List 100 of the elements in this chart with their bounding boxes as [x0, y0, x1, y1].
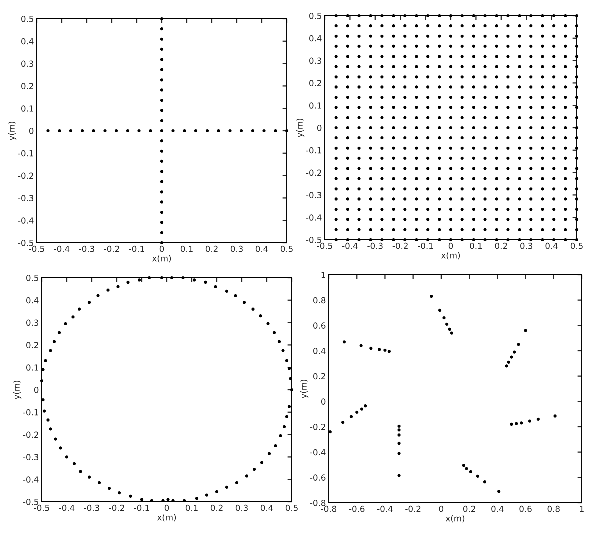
point	[484, 167, 487, 170]
point	[426, 136, 430, 140]
point	[530, 106, 533, 110]
point	[358, 76, 361, 79]
point	[541, 198, 544, 201]
point	[449, 156, 453, 160]
point	[495, 126, 498, 130]
point	[334, 34, 338, 38]
point	[404, 238, 407, 242]
point	[369, 65, 372, 68]
point	[460, 146, 464, 150]
point	[415, 228, 418, 232]
point	[460, 76, 464, 79]
point	[334, 96, 338, 100]
point	[541, 86, 544, 89]
point	[404, 44, 407, 48]
point	[426, 126, 430, 130]
point	[426, 218, 430, 222]
point	[438, 116, 442, 120]
point	[160, 109, 164, 112]
x-axis-title: x(m)	[157, 514, 176, 522]
point	[346, 177, 350, 180]
x-tick-label: 0.4	[546, 242, 558, 250]
point	[369, 238, 372, 242]
point	[460, 208, 464, 212]
y-tick-label: -0.4	[310, 449, 326, 456]
point	[358, 228, 361, 232]
point	[495, 156, 498, 160]
point	[334, 126, 338, 130]
point	[564, 156, 568, 160]
point	[518, 116, 522, 120]
point	[449, 136, 453, 140]
point	[564, 96, 568, 100]
point	[426, 55, 430, 58]
point	[506, 24, 510, 28]
point	[426, 24, 430, 28]
point	[506, 106, 510, 110]
point	[206, 129, 210, 133]
point	[358, 188, 361, 191]
point	[552, 228, 556, 232]
point	[404, 167, 407, 170]
point	[472, 55, 476, 58]
point	[575, 228, 579, 232]
y-tick-label: -0.4	[306, 214, 322, 221]
x-tick-label: 0.1	[470, 242, 482, 250]
point	[369, 198, 372, 201]
point	[369, 55, 372, 58]
point	[380, 198, 384, 201]
point	[518, 167, 522, 170]
point	[524, 329, 528, 332]
y-tick-label: -0.5	[23, 498, 38, 506]
point	[552, 208, 556, 212]
point	[426, 156, 430, 160]
point	[518, 76, 522, 79]
point	[415, 44, 418, 48]
point	[460, 34, 464, 38]
point	[449, 44, 453, 48]
point	[506, 218, 510, 222]
point	[530, 65, 533, 68]
point	[392, 167, 396, 170]
point	[160, 221, 164, 224]
point	[380, 96, 384, 100]
point	[378, 348, 382, 352]
point	[415, 177, 418, 180]
point	[449, 34, 453, 38]
point	[484, 146, 487, 150]
point	[380, 24, 384, 28]
point	[564, 76, 568, 79]
x-tick-label: 0.1	[180, 246, 193, 252]
point	[380, 167, 384, 170]
point	[404, 188, 407, 191]
point	[460, 198, 464, 201]
point	[506, 86, 510, 89]
point	[484, 24, 487, 28]
point	[484, 238, 487, 242]
point	[46, 129, 50, 133]
point	[104, 129, 107, 133]
point	[495, 146, 498, 150]
point	[426, 116, 430, 120]
y-tick-label: 0.1	[310, 102, 322, 109]
point	[462, 464, 466, 468]
point	[160, 48, 164, 52]
point	[334, 177, 338, 180]
point	[530, 44, 533, 48]
point	[506, 208, 510, 212]
point	[392, 106, 396, 110]
point	[554, 414, 557, 418]
point	[438, 14, 442, 18]
point	[334, 55, 338, 58]
point	[369, 156, 372, 160]
point	[484, 208, 487, 212]
point	[484, 218, 487, 222]
point	[575, 106, 579, 110]
point	[449, 188, 453, 191]
point	[541, 55, 544, 58]
point	[380, 218, 384, 222]
y-tick-label: -0.1	[18, 150, 34, 157]
point	[392, 65, 396, 68]
point	[472, 34, 476, 38]
point	[460, 136, 464, 140]
